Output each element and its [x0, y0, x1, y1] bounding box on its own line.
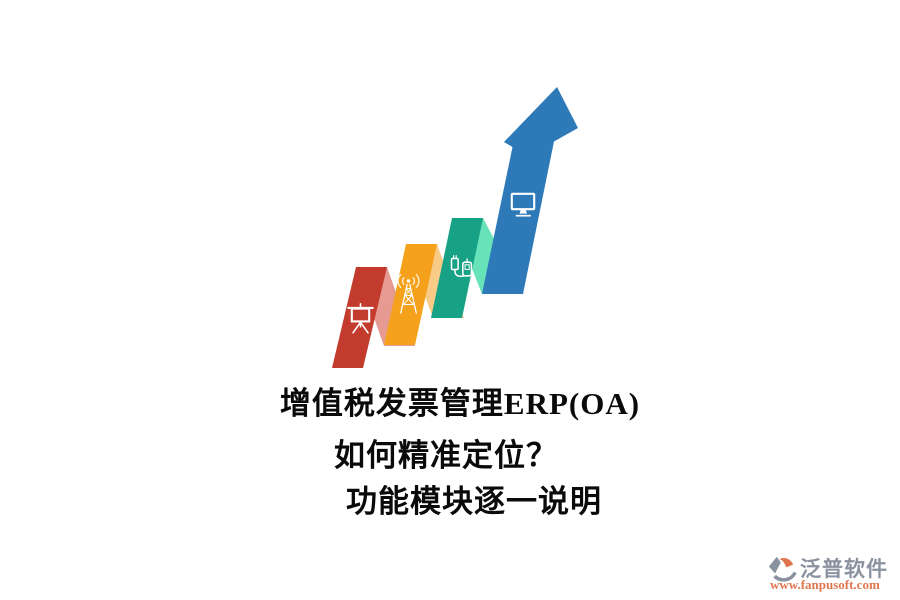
brand-watermark: 泛普软件 www.fanpusoft.com — [768, 552, 898, 594]
headline-line-1: 增值税发票管理ERP(OA) — [279, 386, 641, 421]
ribbon-band-teal — [431, 218, 483, 318]
ribbon-band-red — [332, 267, 387, 368]
usb-cable-icon — [450, 255, 473, 278]
easel-icon — [347, 303, 374, 334]
headline-line-3: 功能模块逐一说明 — [346, 484, 602, 519]
logo-gray-diamond — [768, 556, 781, 574]
logo-orange-petal — [779, 557, 794, 568]
brand-name: 泛普软件 — [800, 558, 888, 581]
headline-line-2: 如何精准定位？ — [334, 438, 558, 473]
antenna-icon — [397, 274, 420, 314]
logo-gray-swoosh — [773, 571, 797, 582]
fanpu-logo-icon — [768, 556, 797, 582]
monitor-icon — [510, 192, 536, 217]
brand-website: www.fanpusoft.com — [770, 577, 880, 592]
ribbon-arrow-blue — [482, 87, 578, 294]
